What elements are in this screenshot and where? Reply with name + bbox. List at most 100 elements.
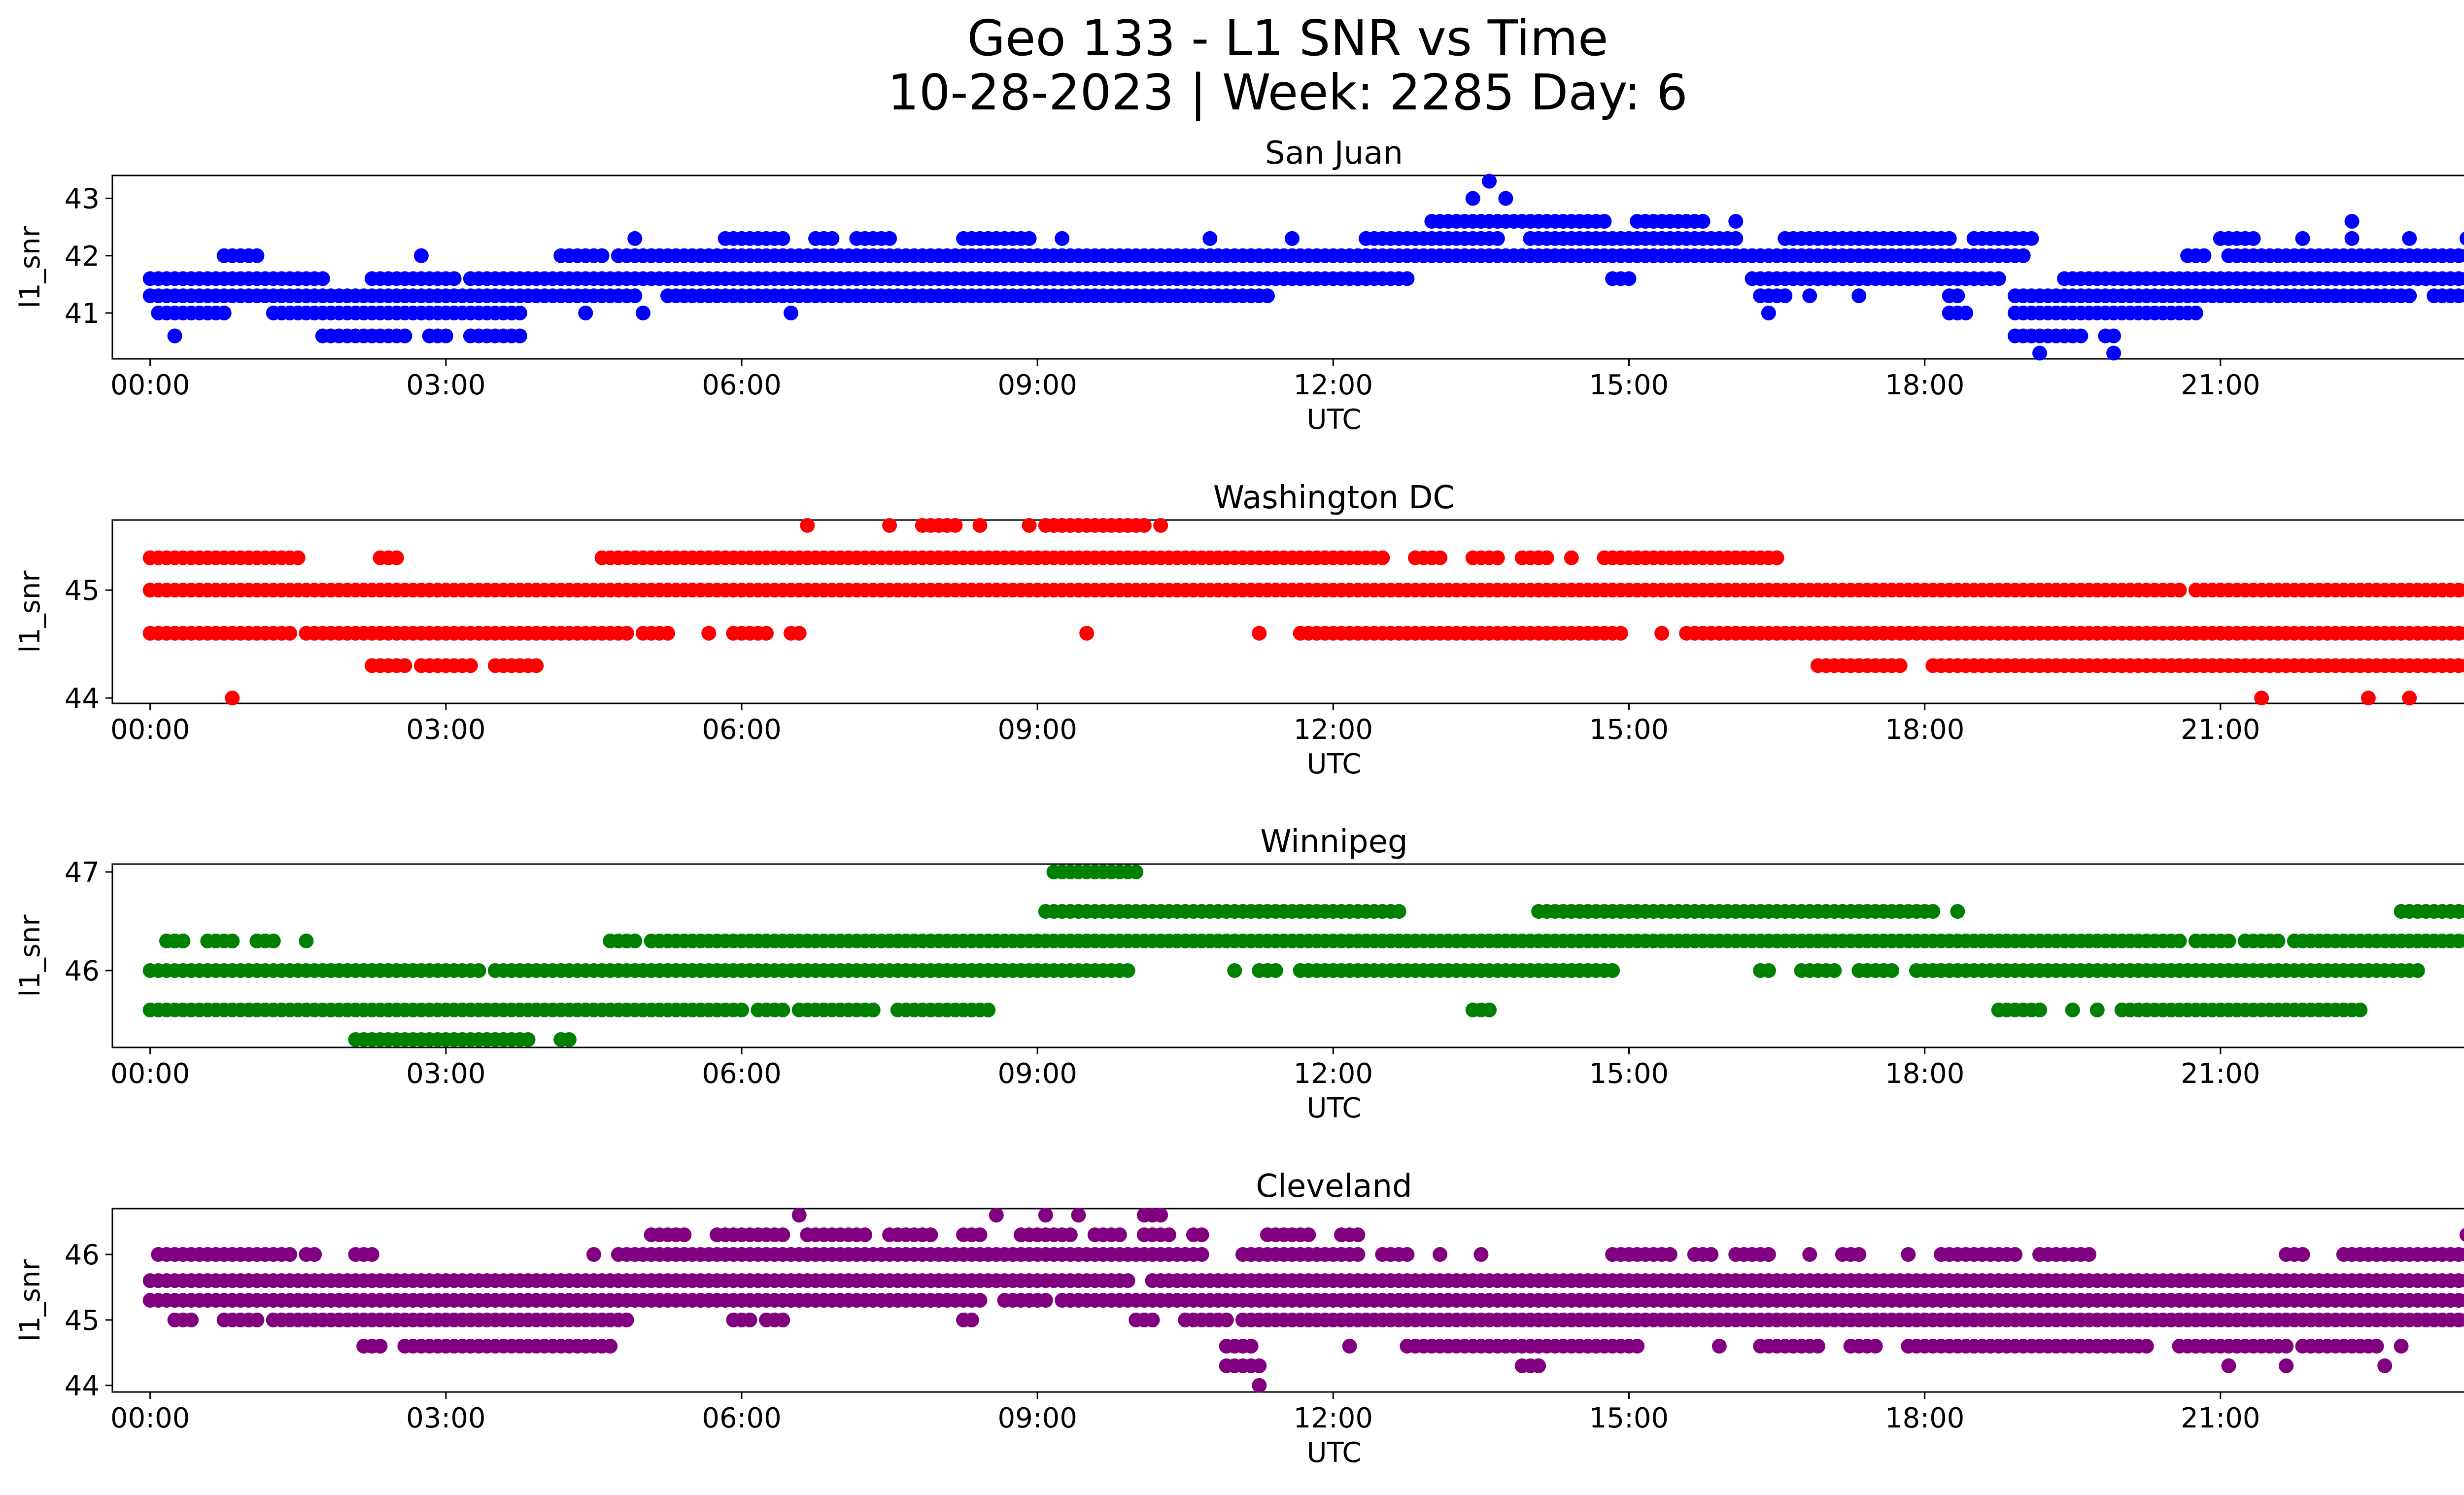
data-point [1490,231,1505,246]
y-axis-label: l1_snr [14,914,46,997]
data-point [1621,271,1637,286]
data-point [1433,550,1448,565]
data-point [1153,518,1168,533]
data-point [1802,1247,1817,1262]
x-tick-label: 15:00 [1589,714,1669,746]
panel-winnipeg: Winnipeg 00:00 03:00 06:00 09:00 12:00 15:00 18… [14,824,2464,1124]
x-axis-label: UTC [1306,404,1361,436]
data-point [1194,1247,1209,1262]
data-point [1433,1247,1448,1262]
x-tick-label: 03:00 [406,369,485,401]
x-tick-label: 15:00 [1589,1402,1669,1434]
y-tick-label: 44 [65,1370,100,1402]
data-point [1112,1227,1127,1243]
y-tick-label: 45 [65,1305,100,1337]
x-tick-label: 12:00 [1294,1402,1373,1434]
data-point [2459,232,2464,245]
data-point [989,1208,1004,1223]
data-point [290,550,306,565]
x-tick-label: 18:00 [1885,1402,1964,1434]
data-point [1219,1312,1234,1327]
data-point [1022,518,1037,533]
data-point [249,248,265,263]
data-point [471,963,486,978]
data-point [2254,691,2269,706]
data-point [1161,1227,1176,1243]
data-point [1613,626,1628,641]
scatter-series-cleveland [142,1208,2464,1393]
data-point [775,1003,790,1017]
data-point [1490,550,1505,565]
data-point [1136,518,1152,533]
data-point [2246,231,2261,246]
data-point [446,271,462,286]
x-tick-label: 06:00 [702,714,781,746]
data-point [1194,1227,1209,1243]
data-point [1597,214,1612,229]
data-point [824,231,840,246]
data-point [2344,231,2360,246]
x-tick-label: 15:00 [1589,369,1669,401]
data-point [1761,963,1776,978]
data-point [2459,1293,2464,1307]
x-tick-label: 06:00 [702,369,781,401]
data-point [1958,306,1974,320]
data-point [627,231,643,246]
data-point [981,1003,996,1017]
data-point [1202,231,1218,246]
data-point [216,306,232,320]
data-point [635,306,650,320]
data-point [307,1247,322,1262]
data-point [1539,550,1554,565]
data-point [627,288,643,304]
x-axis-label: UTC [1306,1437,1361,1469]
data-point [1129,865,1144,879]
data-point [373,1339,388,1354]
data-point [2459,1248,2464,1261]
data-point [2459,289,2464,303]
data-point [561,1032,577,1047]
data-point [2459,904,2464,918]
data-point [2459,1228,2464,1242]
data-point [1038,1293,1053,1308]
data-point [619,626,634,641]
data-point [1022,231,1037,246]
x-tick-label: 18:00 [1885,1058,1964,1090]
data-point [882,518,897,533]
data-point [586,1247,601,1262]
data-point [1531,1358,1546,1373]
scatter-series-winnipeg [142,865,2464,1047]
data-point [1728,214,1744,229]
data-point [1892,658,1908,673]
data-point [1473,1247,1489,1262]
y-tick-label: 46 [65,955,100,987]
data-point [2295,231,2310,246]
data-point [1630,1339,1645,1354]
x-tick-label: 09:00 [997,1402,1077,1434]
data-point [742,1312,757,1327]
data-point [2032,1003,2048,1017]
data-point [2172,934,2187,948]
data-point [1950,288,1965,304]
data-point [1465,191,1480,206]
y-tick-label: 44 [65,683,100,715]
data-point [1991,271,2006,286]
data-point [1810,1339,1825,1354]
data-point [972,1293,988,1308]
data-point [1498,191,1513,206]
data-point [791,626,807,641]
scatter-series-san-juan [142,174,2464,361]
data-point [315,271,330,286]
data-point [972,1227,988,1243]
data-point [1120,1273,1135,1288]
x-tick-label: 09:00 [997,369,1077,401]
data-point [603,1339,618,1354]
x-tick-label: 09:00 [997,714,1077,746]
x-tick-label: 06:00 [702,1402,781,1434]
data-point [1950,904,1965,919]
data-point [2402,288,2417,304]
x-tick-label: 12:00 [1294,714,1373,746]
data-point [1695,214,1711,229]
data-point [923,1227,938,1243]
